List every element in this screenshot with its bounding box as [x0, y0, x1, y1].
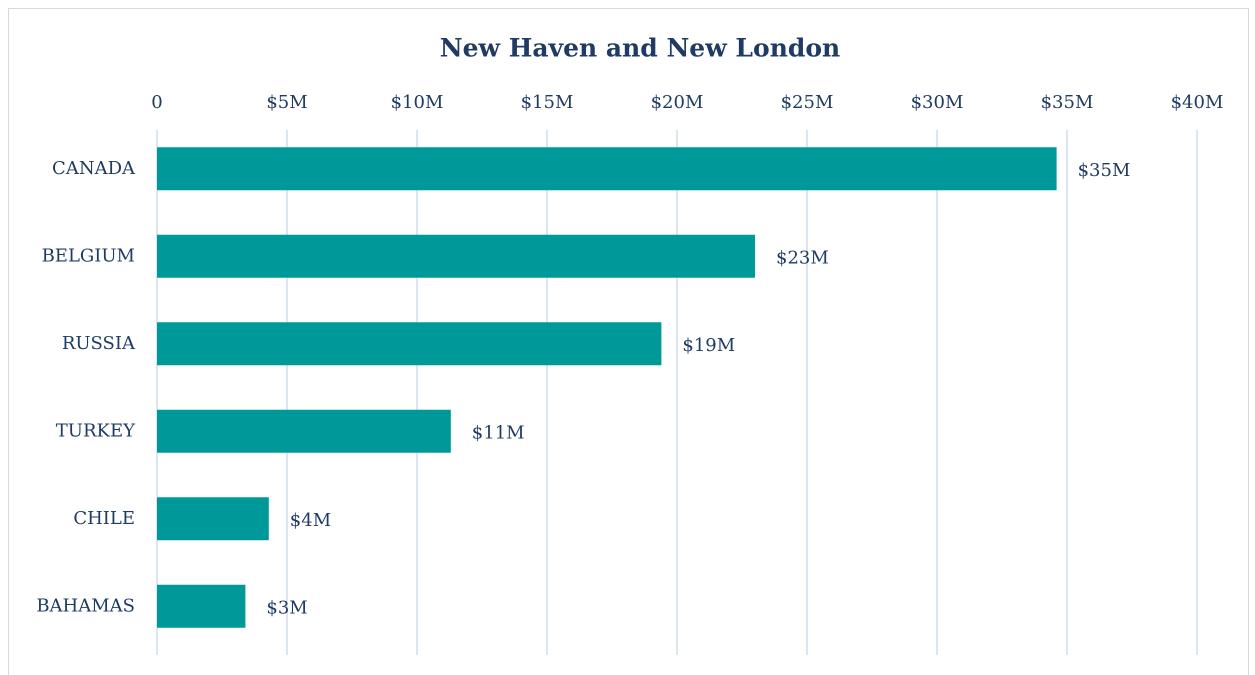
- data-label: $19M: [682, 335, 735, 356]
- x-tick-label: $40M: [1171, 92, 1224, 113]
- y-tick-label: BAHAMAS: [36, 595, 135, 616]
- x-tick-label: $5M: [266, 92, 307, 113]
- bar: [157, 322, 662, 366]
- bar: [157, 497, 269, 541]
- bar: [157, 147, 1057, 191]
- data-label: $11M: [472, 422, 525, 443]
- x-tick-label: 0: [151, 92, 162, 113]
- bar: [157, 409, 451, 453]
- y-tick-label: TURKEY: [56, 420, 136, 441]
- y-tick-label: CANADA: [52, 158, 136, 179]
- data-label: $4M: [290, 510, 331, 531]
- x-tick-label: $10M: [391, 92, 444, 113]
- x-tick-label: $35M: [1041, 92, 1094, 113]
- data-label: $23M: [776, 247, 829, 268]
- data-label: $35M: [1078, 160, 1131, 181]
- chart-title: New Haven and New London: [440, 34, 840, 63]
- x-tick-label: $20M: [651, 92, 704, 113]
- x-tick-label: $30M: [911, 92, 964, 113]
- x-tick-label: $15M: [521, 92, 574, 113]
- data-label: $3M: [266, 597, 307, 618]
- x-tick-label: $25M: [781, 92, 834, 113]
- y-tick-label: RUSSIA: [62, 333, 136, 354]
- bar: [157, 584, 246, 628]
- y-tick-label: BELGIUM: [42, 245, 135, 266]
- y-tick-label: CHILE: [73, 508, 135, 529]
- bar: [157, 234, 755, 278]
